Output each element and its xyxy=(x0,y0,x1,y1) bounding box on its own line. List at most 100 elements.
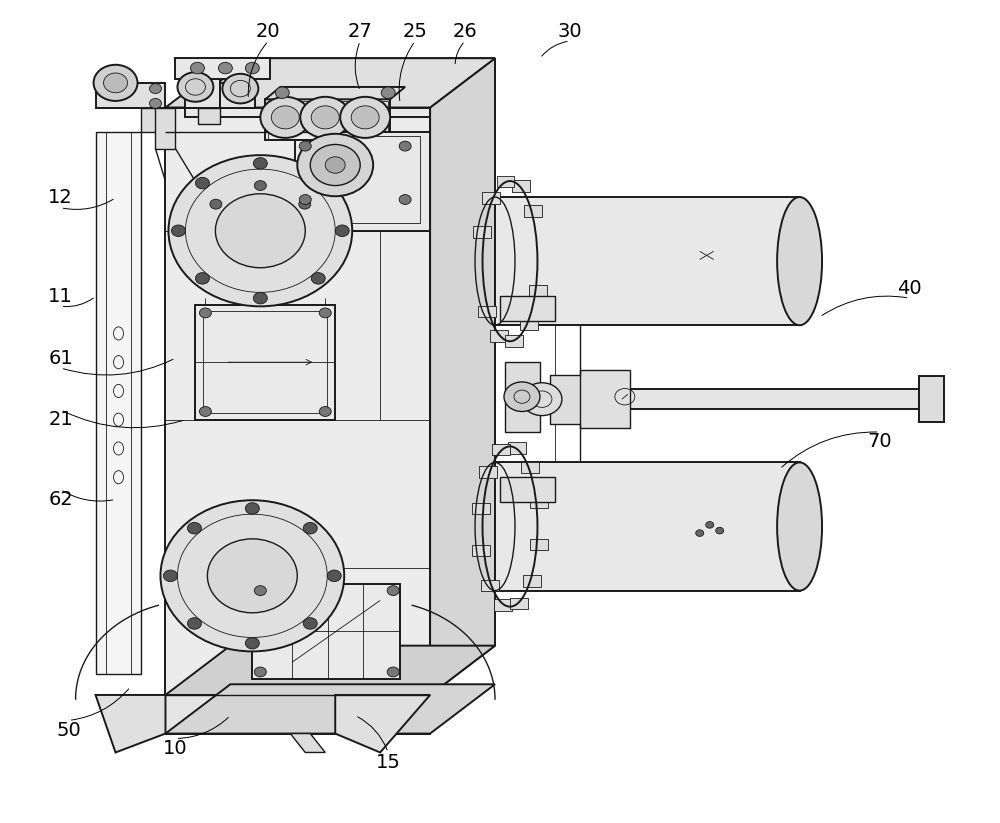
Circle shape xyxy=(168,156,352,306)
Polygon shape xyxy=(185,108,430,118)
Circle shape xyxy=(303,618,317,630)
Circle shape xyxy=(245,63,259,74)
Polygon shape xyxy=(335,695,430,752)
Circle shape xyxy=(254,180,266,190)
Circle shape xyxy=(94,65,138,101)
Polygon shape xyxy=(508,442,526,453)
Circle shape xyxy=(387,667,399,677)
Circle shape xyxy=(325,157,345,173)
Circle shape xyxy=(319,308,331,318)
Polygon shape xyxy=(185,58,495,108)
Circle shape xyxy=(210,199,222,209)
Polygon shape xyxy=(165,684,495,733)
Circle shape xyxy=(253,292,267,304)
Polygon shape xyxy=(155,108,175,149)
Text: 62: 62 xyxy=(48,490,73,509)
Circle shape xyxy=(160,500,344,652)
Circle shape xyxy=(171,225,185,236)
Polygon shape xyxy=(430,58,495,695)
Circle shape xyxy=(303,523,317,534)
Polygon shape xyxy=(175,58,270,79)
Polygon shape xyxy=(529,285,547,296)
Circle shape xyxy=(299,194,311,204)
Text: 11: 11 xyxy=(48,287,73,306)
Text: 40: 40 xyxy=(897,279,922,298)
Circle shape xyxy=(319,407,331,416)
Polygon shape xyxy=(165,108,430,695)
Circle shape xyxy=(245,503,259,514)
Circle shape xyxy=(218,63,232,74)
Circle shape xyxy=(215,193,305,267)
Polygon shape xyxy=(96,133,141,674)
Circle shape xyxy=(327,570,341,582)
Text: 10: 10 xyxy=(163,739,188,758)
Circle shape xyxy=(195,272,209,284)
Circle shape xyxy=(187,618,201,630)
Circle shape xyxy=(351,106,379,129)
Polygon shape xyxy=(472,503,490,514)
Circle shape xyxy=(163,570,177,582)
Polygon shape xyxy=(482,193,500,204)
Polygon shape xyxy=(512,180,530,192)
Circle shape xyxy=(299,142,311,151)
Circle shape xyxy=(311,177,325,188)
Circle shape xyxy=(340,97,390,138)
Polygon shape xyxy=(198,108,220,124)
Polygon shape xyxy=(521,462,539,473)
Circle shape xyxy=(311,272,325,284)
Circle shape xyxy=(254,586,266,596)
Polygon shape xyxy=(290,733,325,752)
Polygon shape xyxy=(473,226,491,238)
Polygon shape xyxy=(96,695,165,752)
Circle shape xyxy=(387,586,399,596)
Circle shape xyxy=(335,225,349,236)
Polygon shape xyxy=(495,197,800,325)
Polygon shape xyxy=(500,296,555,321)
Polygon shape xyxy=(580,370,630,428)
Circle shape xyxy=(199,308,211,318)
Circle shape xyxy=(399,142,411,151)
Polygon shape xyxy=(165,695,430,733)
Polygon shape xyxy=(479,466,497,477)
Polygon shape xyxy=(492,444,510,455)
Circle shape xyxy=(199,407,211,416)
Circle shape xyxy=(310,145,360,185)
Circle shape xyxy=(300,97,350,138)
Circle shape xyxy=(271,106,299,129)
Polygon shape xyxy=(330,133,430,230)
Circle shape xyxy=(504,382,540,412)
Circle shape xyxy=(149,84,161,94)
Polygon shape xyxy=(195,305,335,420)
Circle shape xyxy=(381,87,395,99)
Circle shape xyxy=(260,97,310,138)
Text: 70: 70 xyxy=(867,432,892,451)
Polygon shape xyxy=(497,176,514,188)
Circle shape xyxy=(190,63,204,74)
Circle shape xyxy=(254,667,266,677)
Polygon shape xyxy=(530,538,548,550)
Polygon shape xyxy=(185,75,220,108)
Polygon shape xyxy=(510,597,528,609)
Polygon shape xyxy=(472,545,490,556)
Polygon shape xyxy=(220,83,255,108)
Polygon shape xyxy=(165,58,495,108)
Polygon shape xyxy=(520,319,538,330)
Text: 27: 27 xyxy=(348,21,373,40)
Text: 21: 21 xyxy=(48,410,73,430)
Polygon shape xyxy=(550,374,595,424)
Polygon shape xyxy=(96,83,165,108)
Polygon shape xyxy=(252,584,400,678)
Circle shape xyxy=(177,72,213,102)
Text: 15: 15 xyxy=(376,753,401,772)
Circle shape xyxy=(245,638,259,649)
Circle shape xyxy=(311,106,339,129)
Circle shape xyxy=(706,522,714,528)
Text: 12: 12 xyxy=(48,188,73,207)
Polygon shape xyxy=(495,463,800,591)
Polygon shape xyxy=(494,599,512,611)
Circle shape xyxy=(195,177,209,188)
Text: 20: 20 xyxy=(256,21,281,40)
Circle shape xyxy=(299,199,311,209)
Circle shape xyxy=(253,158,267,169)
Polygon shape xyxy=(478,305,496,317)
